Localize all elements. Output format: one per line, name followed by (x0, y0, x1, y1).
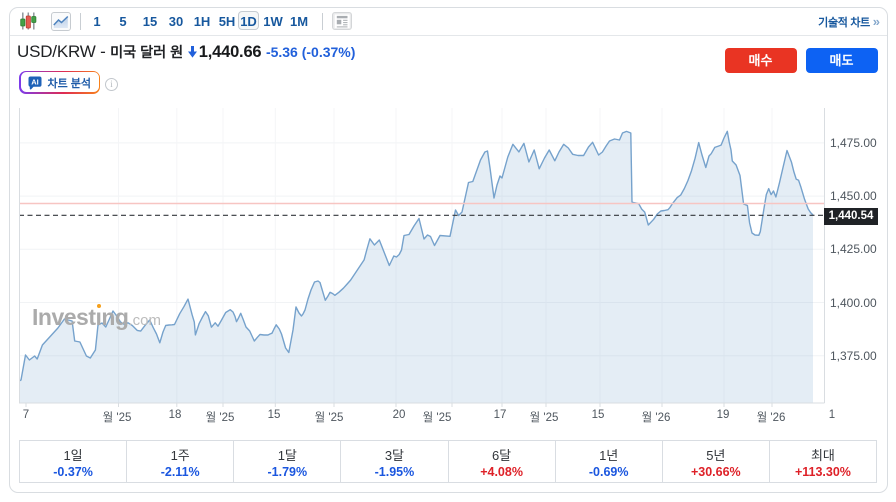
svg-text:AI: AI (31, 77, 39, 86)
